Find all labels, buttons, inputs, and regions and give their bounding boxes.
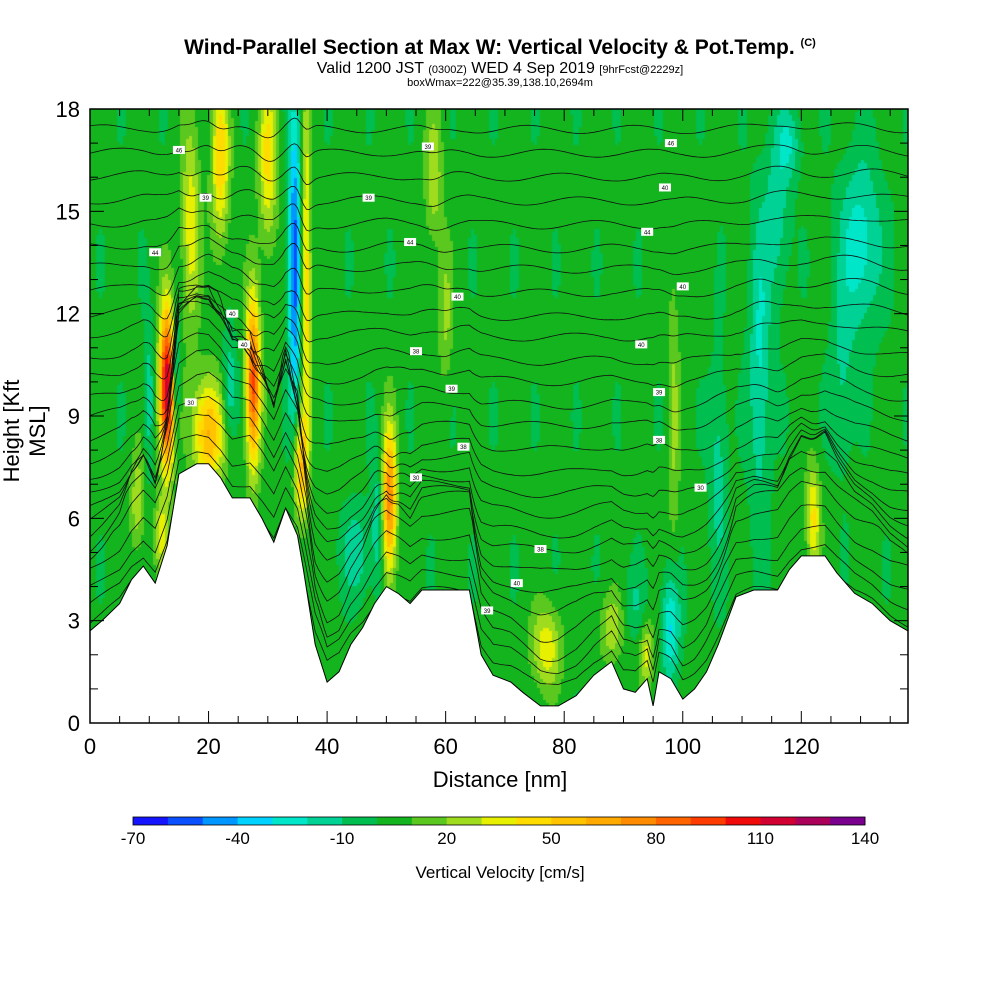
contour-label-box	[238, 340, 251, 349]
contour-label: 40	[638, 343, 645, 349]
theta-contour-line	[90, 315, 908, 519]
theta-contour-line	[90, 203, 908, 232]
x-tick-label: 40	[315, 734, 339, 759]
contour-label-box	[172, 145, 185, 154]
chart-subtitle-box-wmax: boxWmax=222@35.39,138.10,2694m	[407, 77, 593, 89]
theta-contour-line	[90, 284, 908, 477]
contour-label: 40	[454, 295, 461, 301]
theta-contour-line	[90, 165, 908, 186]
x-tick-label: 120	[783, 734, 820, 759]
theta-contour-line	[90, 253, 908, 298]
theta-contour-line	[90, 143, 908, 162]
theta-contour-line	[90, 237, 908, 276]
contour-label: 40	[229, 312, 236, 318]
contour-label: 30	[413, 476, 420, 482]
theta-contour-line	[90, 271, 908, 322]
theta-contour-line	[90, 395, 908, 594]
potential-temperature-contours	[90, 117, 908, 685]
contour-label-box	[410, 347, 423, 356]
contour-labels: 46 39 44 40 40 30 39 39 44 40 38 39 38 30 38 40 39 46 40 44…	[149, 139, 707, 615]
theta-contour-line	[90, 371, 908, 571]
contour-label: 46	[668, 142, 675, 148]
theta-contour-line	[90, 185, 908, 211]
theta-contour-line	[90, 295, 908, 388]
contour-label: 40	[679, 285, 686, 291]
contour-label-box	[457, 442, 470, 451]
contour-label-box	[534, 545, 547, 554]
terrain-mask	[90, 463, 908, 723]
x-tick-label: 0	[84, 734, 96, 759]
contour-label-box	[653, 435, 666, 444]
y-tick-label: 9	[68, 404, 80, 429]
x-tick-label: 80	[552, 734, 576, 759]
x-tick-label: 20	[196, 734, 220, 759]
x-axis-label: Distance [nm]	[432, 767, 568, 792]
contour-label-box	[694, 483, 707, 492]
contour-label-box	[641, 227, 654, 236]
contour-label-box	[421, 142, 434, 151]
colorbar-label: Vertical Velocity [cm/s]	[415, 863, 585, 882]
contour-label: 39	[202, 196, 209, 202]
y-tick-label: 0	[68, 711, 80, 736]
contour-label: 30	[697, 486, 704, 492]
y-tick-label: 3	[68, 609, 80, 634]
contour-label: 40	[513, 582, 520, 588]
contour-label: 39	[448, 387, 455, 393]
x-tick-label: 60	[433, 734, 457, 759]
contour-label-box	[410, 473, 423, 482]
contour-label-box	[226, 309, 239, 318]
theta-contour-line	[90, 295, 908, 431]
contour-label-box	[362, 193, 375, 202]
contour-label: 38	[537, 548, 544, 554]
contour-label: 39	[484, 609, 491, 615]
y-tick-label: 6	[68, 506, 80, 531]
contour-label-box	[664, 139, 677, 148]
theta-contour-line	[90, 332, 908, 539]
theta-contour-line	[90, 451, 908, 662]
theta-contour-line	[90, 284, 908, 343]
contour-label: 38	[656, 438, 663, 444]
contour-label-box	[676, 282, 689, 291]
contour-label-box	[445, 384, 458, 393]
contour-label: 38	[413, 350, 420, 356]
y-axis-label: Height [Kft MSL]	[0, 379, 50, 483]
axis-ticks	[89, 108, 908, 724]
contour-label-box	[199, 193, 212, 202]
y-tick-label: 18	[56, 97, 80, 122]
contour-label: 38	[460, 445, 467, 451]
x-axis-tick-labels: 0 20 40 60 80 100 120	[84, 734, 820, 759]
contour-label: 39	[425, 145, 432, 151]
y-axis-tick-labels: 0 3 6 9 12 15 18	[56, 97, 80, 736]
chart-title: Wind-Parallel Section at Max W: Vertical…	[184, 36, 816, 59]
theta-contour-line	[90, 349, 908, 554]
theta-contour-line	[90, 222, 908, 255]
contour-label-box	[404, 238, 417, 247]
theta-contour-line	[90, 117, 908, 139]
contour-label: 39	[656, 391, 663, 397]
contour-label: 40	[662, 186, 669, 192]
contour-label-box	[658, 183, 671, 192]
theta-contour-line	[90, 434, 908, 643]
contour-label-box	[451, 292, 464, 301]
contour-label-box	[149, 248, 162, 257]
contour-label-box	[481, 606, 494, 615]
y-tick-label: 12	[56, 302, 80, 327]
contour-label: 30	[187, 401, 194, 407]
theta-contour-line	[90, 413, 908, 616]
theta-contour-line	[90, 296, 908, 413]
contour-label: 44	[644, 230, 651, 236]
chart-subtitle-valid-time: Valid 1200 JST (0300Z) WED 4 Sep 2019 [9…	[316, 60, 684, 77]
contour-label-box	[635, 340, 648, 349]
contour-label-box	[510, 579, 523, 588]
contour-label: 44	[407, 241, 414, 247]
contour-label: 39	[365, 196, 372, 202]
contour-label: 44	[152, 251, 159, 257]
x-tick-label: 100	[664, 734, 701, 759]
contour-label-box	[184, 398, 197, 407]
contour-label-box	[653, 388, 666, 397]
contour-label: 40	[241, 343, 248, 349]
y-tick-label: 15	[56, 199, 80, 224]
contour-label: 46	[176, 148, 183, 154]
